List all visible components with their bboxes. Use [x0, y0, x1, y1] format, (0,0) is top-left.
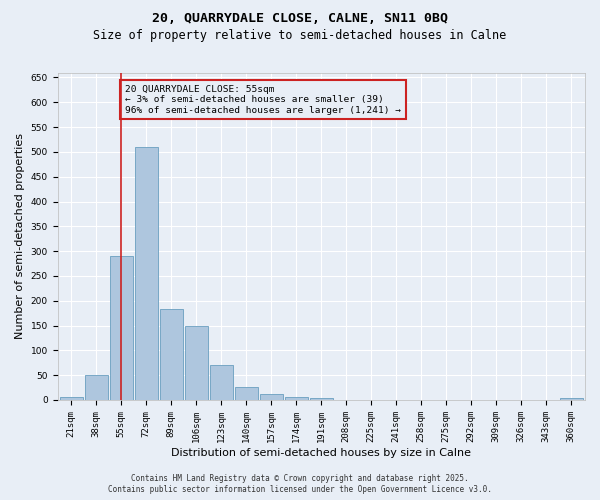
Bar	[560, 398, 583, 400]
Bar	[110, 256, 133, 400]
Bar	[185, 326, 208, 400]
Bar	[160, 309, 182, 400]
Text: Size of property relative to semi-detached houses in Calne: Size of property relative to semi-detach…	[94, 29, 506, 42]
X-axis label: Distribution of semi-detached houses by size in Calne: Distribution of semi-detached houses by …	[171, 448, 471, 458]
Bar	[310, 398, 332, 400]
Bar	[60, 397, 83, 400]
Text: 20, QUARRYDALE CLOSE, CALNE, SN11 0BQ: 20, QUARRYDALE CLOSE, CALNE, SN11 0BQ	[152, 12, 448, 26]
Bar	[85, 375, 107, 400]
Text: Contains HM Land Registry data © Crown copyright and database right 2025.
Contai: Contains HM Land Registry data © Crown c…	[108, 474, 492, 494]
Text: 20 QUARRYDALE CLOSE: 55sqm
← 3% of semi-detached houses are smaller (39)
96% of : 20 QUARRYDALE CLOSE: 55sqm ← 3% of semi-…	[125, 85, 401, 114]
Bar	[285, 398, 308, 400]
Bar	[135, 147, 158, 400]
Bar	[260, 394, 283, 400]
Bar	[235, 386, 257, 400]
Bar	[210, 365, 233, 400]
Y-axis label: Number of semi-detached properties: Number of semi-detached properties	[15, 133, 25, 339]
